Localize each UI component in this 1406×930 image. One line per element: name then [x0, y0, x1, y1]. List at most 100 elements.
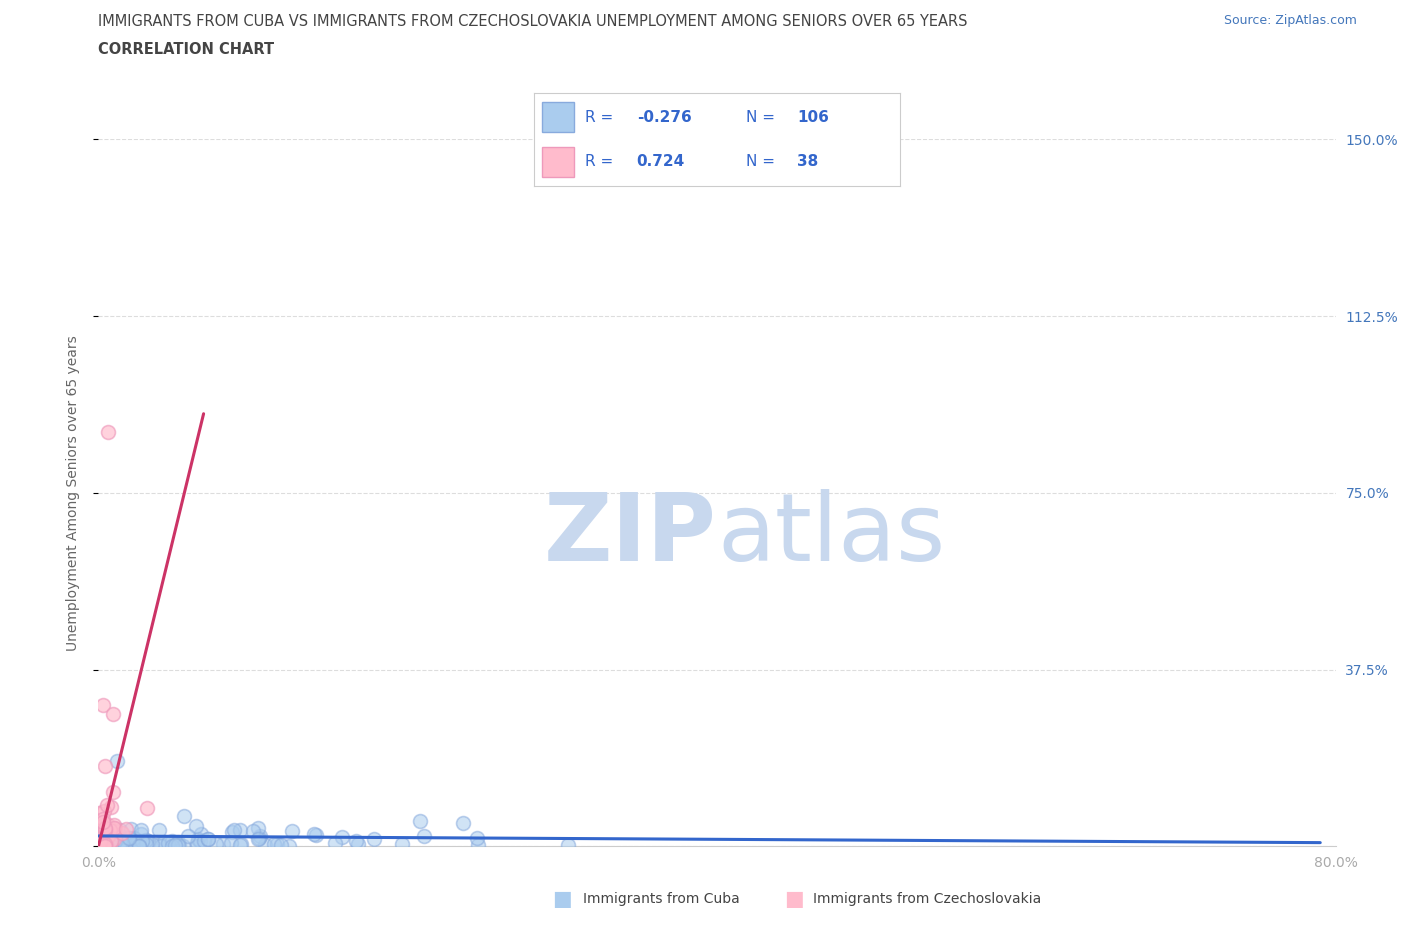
Point — [93, 759, 115, 774]
Text: R =: R = — [585, 154, 619, 169]
Point — [101, 832, 124, 847]
Point — [94, 836, 117, 851]
Text: Source: ZipAtlas.com: Source: ZipAtlas.com — [1223, 14, 1357, 27]
Point — [263, 837, 285, 852]
Point — [165, 838, 187, 853]
Point — [115, 822, 138, 837]
Point — [344, 833, 367, 848]
Point — [94, 820, 117, 835]
Point — [467, 837, 489, 852]
Point — [125, 839, 148, 854]
Point — [93, 825, 115, 840]
Point — [413, 829, 436, 844]
Point — [129, 823, 152, 838]
Point — [90, 838, 112, 853]
Point — [141, 836, 163, 851]
Point — [112, 833, 135, 848]
Point — [249, 829, 271, 844]
Point — [89, 806, 111, 821]
Point — [153, 835, 176, 850]
Point — [246, 831, 269, 846]
Text: Immigrants from Cuba: Immigrants from Cuba — [583, 892, 740, 907]
FancyBboxPatch shape — [541, 147, 575, 177]
Point — [100, 831, 122, 846]
Point — [187, 831, 209, 846]
Point — [94, 837, 117, 852]
Point — [94, 823, 117, 838]
Point — [90, 828, 112, 843]
Point — [122, 830, 145, 845]
Point — [172, 839, 194, 854]
Point — [197, 831, 219, 846]
Point — [110, 823, 132, 838]
Point — [111, 835, 134, 850]
Point — [188, 833, 211, 848]
Point — [160, 838, 183, 853]
Point — [100, 839, 122, 854]
Point — [108, 827, 131, 842]
Point — [136, 801, 159, 816]
Text: -0.276: -0.276 — [637, 110, 692, 125]
Point — [149, 837, 172, 852]
Point — [96, 831, 118, 846]
Point — [173, 809, 195, 824]
Point — [93, 836, 115, 851]
Point — [131, 833, 153, 848]
Point — [103, 831, 125, 846]
Point — [166, 836, 188, 851]
Point — [97, 831, 120, 846]
Point — [247, 830, 270, 845]
Point — [94, 837, 117, 852]
Point — [121, 837, 143, 852]
Point — [104, 824, 127, 839]
Point — [101, 830, 124, 844]
Point — [94, 839, 117, 854]
Text: Immigrants from Czechoslovakia: Immigrants from Czechoslovakia — [813, 892, 1040, 907]
Point — [221, 824, 243, 839]
Point — [91, 698, 114, 712]
Point — [242, 823, 264, 838]
Point — [96, 824, 118, 839]
Point — [278, 839, 301, 854]
Point — [125, 835, 148, 850]
Point — [89, 835, 111, 850]
Point — [127, 836, 149, 851]
Point — [229, 837, 252, 852]
Point — [91, 812, 114, 827]
Text: N =: N = — [747, 110, 780, 125]
Point — [363, 831, 385, 846]
Point — [136, 834, 159, 849]
Point — [453, 816, 475, 830]
Point — [128, 839, 150, 854]
Point — [190, 827, 212, 842]
Point — [93, 821, 115, 836]
Point — [222, 823, 245, 838]
Point — [97, 817, 120, 832]
Point — [118, 830, 141, 845]
Point — [323, 836, 346, 851]
Point — [148, 823, 170, 838]
Point — [90, 820, 112, 835]
Point — [184, 818, 207, 833]
Point — [97, 424, 120, 439]
Point — [127, 834, 149, 849]
Point — [347, 837, 370, 852]
Point — [247, 820, 270, 835]
Point — [266, 837, 288, 852]
Point — [409, 814, 432, 829]
Point — [110, 837, 132, 852]
Text: ■: ■ — [785, 889, 804, 910]
Point — [105, 836, 128, 851]
Point — [229, 822, 252, 837]
Point — [94, 836, 117, 851]
Text: R =: R = — [585, 110, 619, 125]
Point — [91, 839, 114, 854]
Point — [90, 832, 112, 847]
Text: 38: 38 — [797, 154, 818, 169]
Point — [120, 822, 142, 837]
Point — [111, 833, 134, 848]
Point — [138, 835, 160, 850]
Y-axis label: Unemployment Among Seniors over 65 years: Unemployment Among Seniors over 65 years — [66, 335, 80, 651]
Text: ■: ■ — [553, 889, 572, 910]
Point — [557, 838, 579, 853]
